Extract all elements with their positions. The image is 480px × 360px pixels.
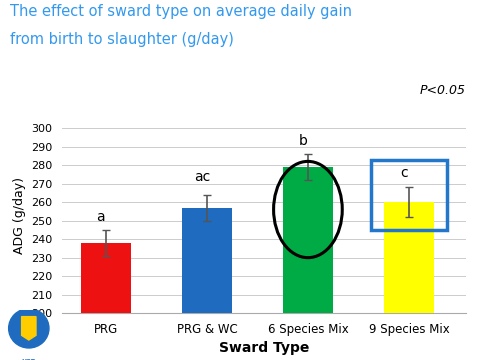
X-axis label: Sward Type: Sward Type	[219, 342, 309, 355]
Text: The effect of sward type on average daily gain: The effect of sward type on average dail…	[10, 4, 351, 19]
Y-axis label: ADG (g/day): ADG (g/day)	[13, 177, 26, 255]
Text: UCD: UCD	[22, 359, 36, 360]
Text: b: b	[299, 134, 307, 148]
Text: from birth to slaughter (g/day): from birth to slaughter (g/day)	[10, 32, 233, 48]
Text: ac: ac	[194, 170, 210, 184]
Bar	[283, 167, 333, 313]
Text: c: c	[400, 166, 408, 180]
Circle shape	[9, 309, 49, 348]
Text: P<0.05: P<0.05	[420, 84, 466, 97]
Bar	[384, 202, 434, 313]
Bar	[182, 208, 232, 313]
Bar	[81, 243, 131, 313]
Text: a: a	[96, 210, 105, 224]
Polygon shape	[22, 317, 36, 340]
